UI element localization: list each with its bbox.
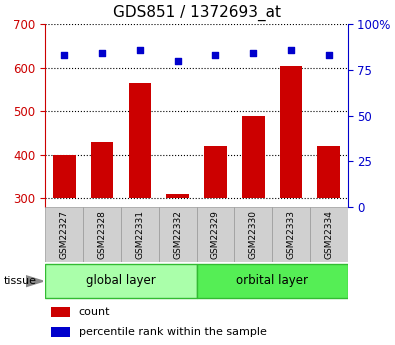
Title: GDS851 / 1372693_at: GDS851 / 1372693_at xyxy=(113,5,280,21)
Point xyxy=(137,47,143,52)
Bar xyxy=(83,207,121,262)
Bar xyxy=(53,155,76,198)
Bar xyxy=(242,116,265,198)
Polygon shape xyxy=(26,276,43,287)
Text: GSM22329: GSM22329 xyxy=(211,210,220,259)
Text: count: count xyxy=(79,307,110,317)
Text: orbital layer: orbital layer xyxy=(236,274,308,287)
Bar xyxy=(272,207,310,262)
Bar xyxy=(45,264,197,298)
Text: GSM22328: GSM22328 xyxy=(98,210,107,259)
Bar xyxy=(197,207,234,262)
Bar xyxy=(204,146,227,198)
Text: GSM22327: GSM22327 xyxy=(60,210,69,259)
Bar xyxy=(45,207,83,262)
Bar xyxy=(51,307,70,317)
Text: GSM22331: GSM22331 xyxy=(135,210,144,259)
Text: GSM22332: GSM22332 xyxy=(173,210,182,259)
Bar xyxy=(280,66,302,198)
Text: GSM22333: GSM22333 xyxy=(286,210,295,259)
Bar xyxy=(121,207,159,262)
Bar xyxy=(91,142,113,198)
Bar xyxy=(318,146,340,198)
Bar xyxy=(51,327,70,337)
Bar xyxy=(310,207,348,262)
Bar xyxy=(234,207,272,262)
Bar xyxy=(197,264,348,298)
Point xyxy=(175,58,181,63)
Point xyxy=(99,51,105,56)
Point xyxy=(61,52,68,58)
Bar xyxy=(166,194,189,198)
Point xyxy=(288,47,294,52)
Point xyxy=(325,52,332,58)
Text: tissue: tissue xyxy=(4,276,37,286)
Point xyxy=(250,51,256,56)
Text: GSM22334: GSM22334 xyxy=(324,210,333,259)
Bar xyxy=(159,207,197,262)
Bar xyxy=(128,83,151,198)
Point xyxy=(212,52,218,58)
Text: percentile rank within the sample: percentile rank within the sample xyxy=(79,327,267,337)
Text: global layer: global layer xyxy=(86,274,156,287)
Text: GSM22330: GSM22330 xyxy=(249,210,258,259)
